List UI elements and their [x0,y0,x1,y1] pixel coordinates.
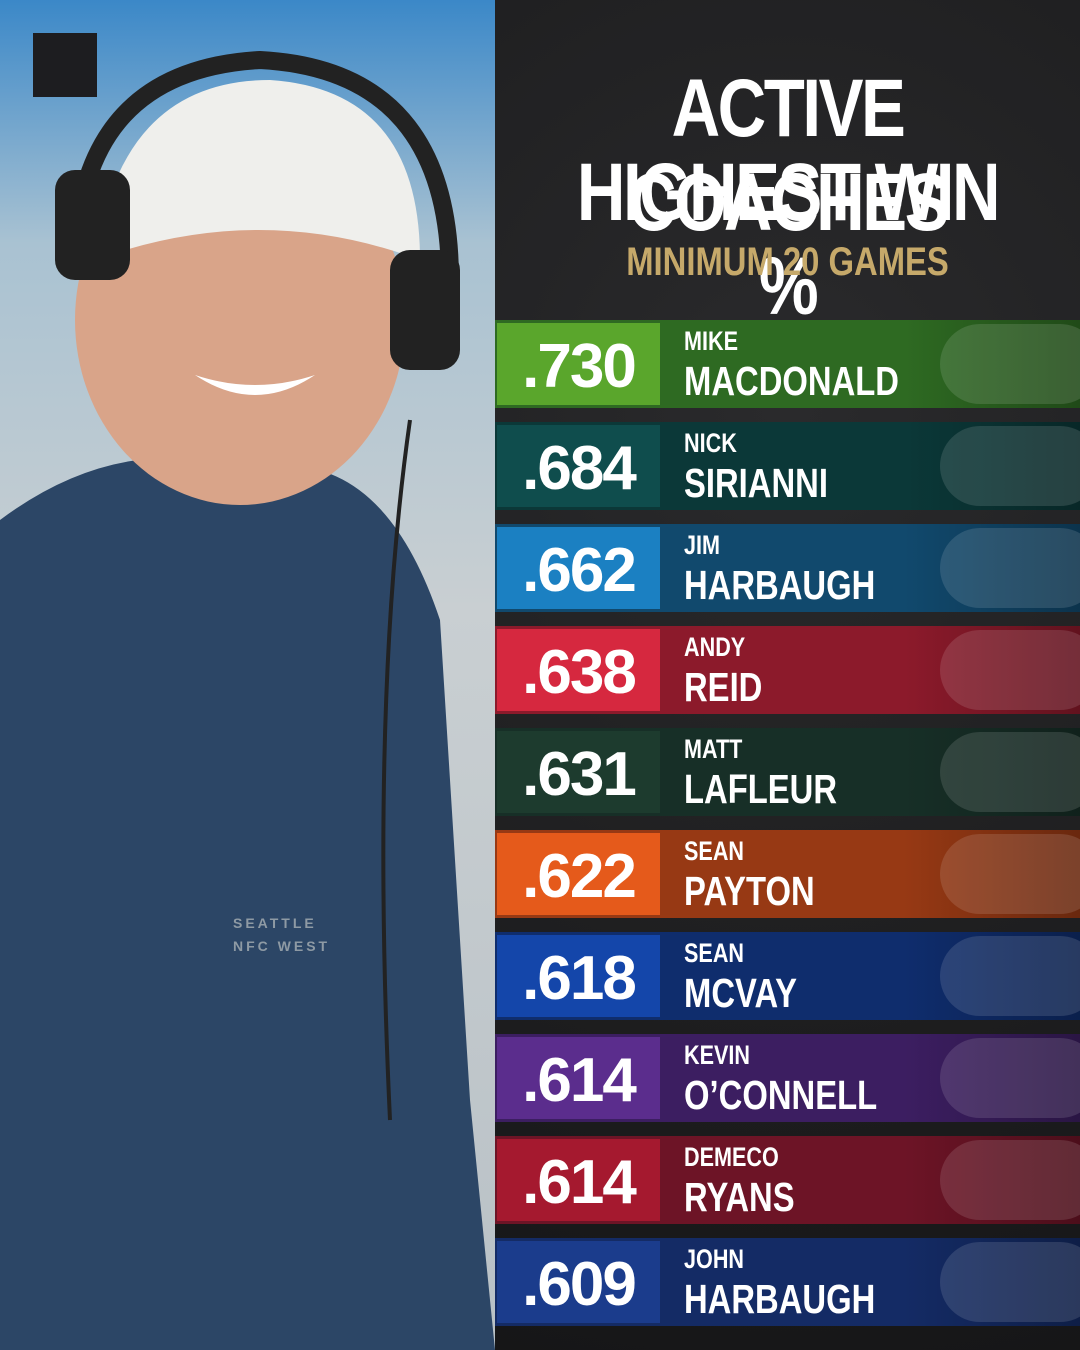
coach-row: .730 MIKE MACDONALD [495,320,1080,408]
team-logo [940,426,1080,506]
pct-badge: .631 [497,731,660,813]
win-pct: .638 [522,638,637,707]
first-name: SEAN [684,836,745,866]
team-logo [940,630,1080,710]
team-logo [940,936,1080,1016]
first-name: ANDY [684,632,746,662]
team-logo [940,1140,1080,1220]
smile [195,375,315,395]
team-logo [940,834,1080,914]
last-name: SIRIANNI [684,460,828,506]
coach-row: .614 KEVIN O’CONNELL [495,1034,1080,1122]
pct-badge: .614 [497,1037,660,1119]
last-name: HARBAUGH [684,1276,876,1322]
brand-logo [33,33,97,97]
last-name: RYANS [684,1174,795,1220]
coach-row: .614 DEMECO RYANS [495,1136,1080,1224]
coach-row: .622 SEAN PAYTON [495,830,1080,918]
last-name: PAYTON [684,868,815,914]
first-name: DEMECO [684,1142,779,1172]
win-pct: .631 [522,740,637,809]
first-name: JIM [684,530,721,560]
win-pct: .614 [522,1046,637,1115]
coach-photo: SEATTLE NFC WEST [0,0,495,1350]
subtitle: MINIMUM 20 GAMES [626,240,949,284]
last-name: MCVAY [684,970,798,1016]
headset [66,50,459,281]
team-logo [940,732,1080,812]
team-logo [940,1038,1080,1118]
coach-row: .631 MATT LAFLEUR [495,728,1080,816]
first-name: KEVIN [684,1040,751,1070]
win-pct: .622 [522,842,637,911]
earpiece [390,250,460,370]
pct-badge: .614 [497,1139,660,1221]
team-logo [940,528,1080,608]
coach-row: .638 ANDY REID [495,626,1080,714]
cable [381,419,412,1121]
first-name: SEAN [684,938,745,968]
earpiece [55,170,130,280]
first-name: JOHN [684,1244,745,1274]
win-pct: .609 [522,1250,637,1319]
pct-badge: .638 [497,629,660,711]
pct-badge: .730 [497,323,660,405]
last-name: REID [684,664,763,710]
pct-badge: .622 [497,833,660,915]
pct-badge: .684 [497,425,660,507]
first-name: MIKE [684,326,738,356]
title-line: HIGHEST WIN % [576,147,1001,332]
pct-badge: .609 [497,1241,660,1323]
pct-badge: .662 [497,527,660,609]
team-logo [940,1242,1080,1322]
coach-row: .684 NICK SIRIANNI [495,422,1080,510]
cap [95,80,420,260]
win-pct: .614 [522,1148,637,1217]
first-name: NICK [684,428,737,458]
coach-row: .662 JIM HARBAUGH [495,524,1080,612]
team-logo [940,324,1080,404]
last-name: LAFLEUR [684,766,838,812]
coach-row: .609 JOHN HARBAUGH [495,1238,1080,1326]
last-name: MACDONALD [684,358,899,404]
win-pct: .730 [522,332,637,401]
last-name: O’CONNELL [684,1072,878,1118]
win-pct: .684 [522,434,637,503]
shirt [0,457,495,1350]
win-pct: .618 [522,944,637,1013]
last-name: HARBAUGH [684,562,876,608]
photo-figure [0,33,495,1350]
win-pct: .662 [522,536,637,605]
shirt-text: NFC WEST [233,938,331,954]
first-name: MATT [684,734,743,764]
coach-row: .618 SEAN MCVAY [495,932,1080,1020]
shirt-text: SEATTLE [233,915,317,931]
pct-badge: .618 [497,935,660,1017]
title-line: ACTIVE COACHES [627,63,949,248]
